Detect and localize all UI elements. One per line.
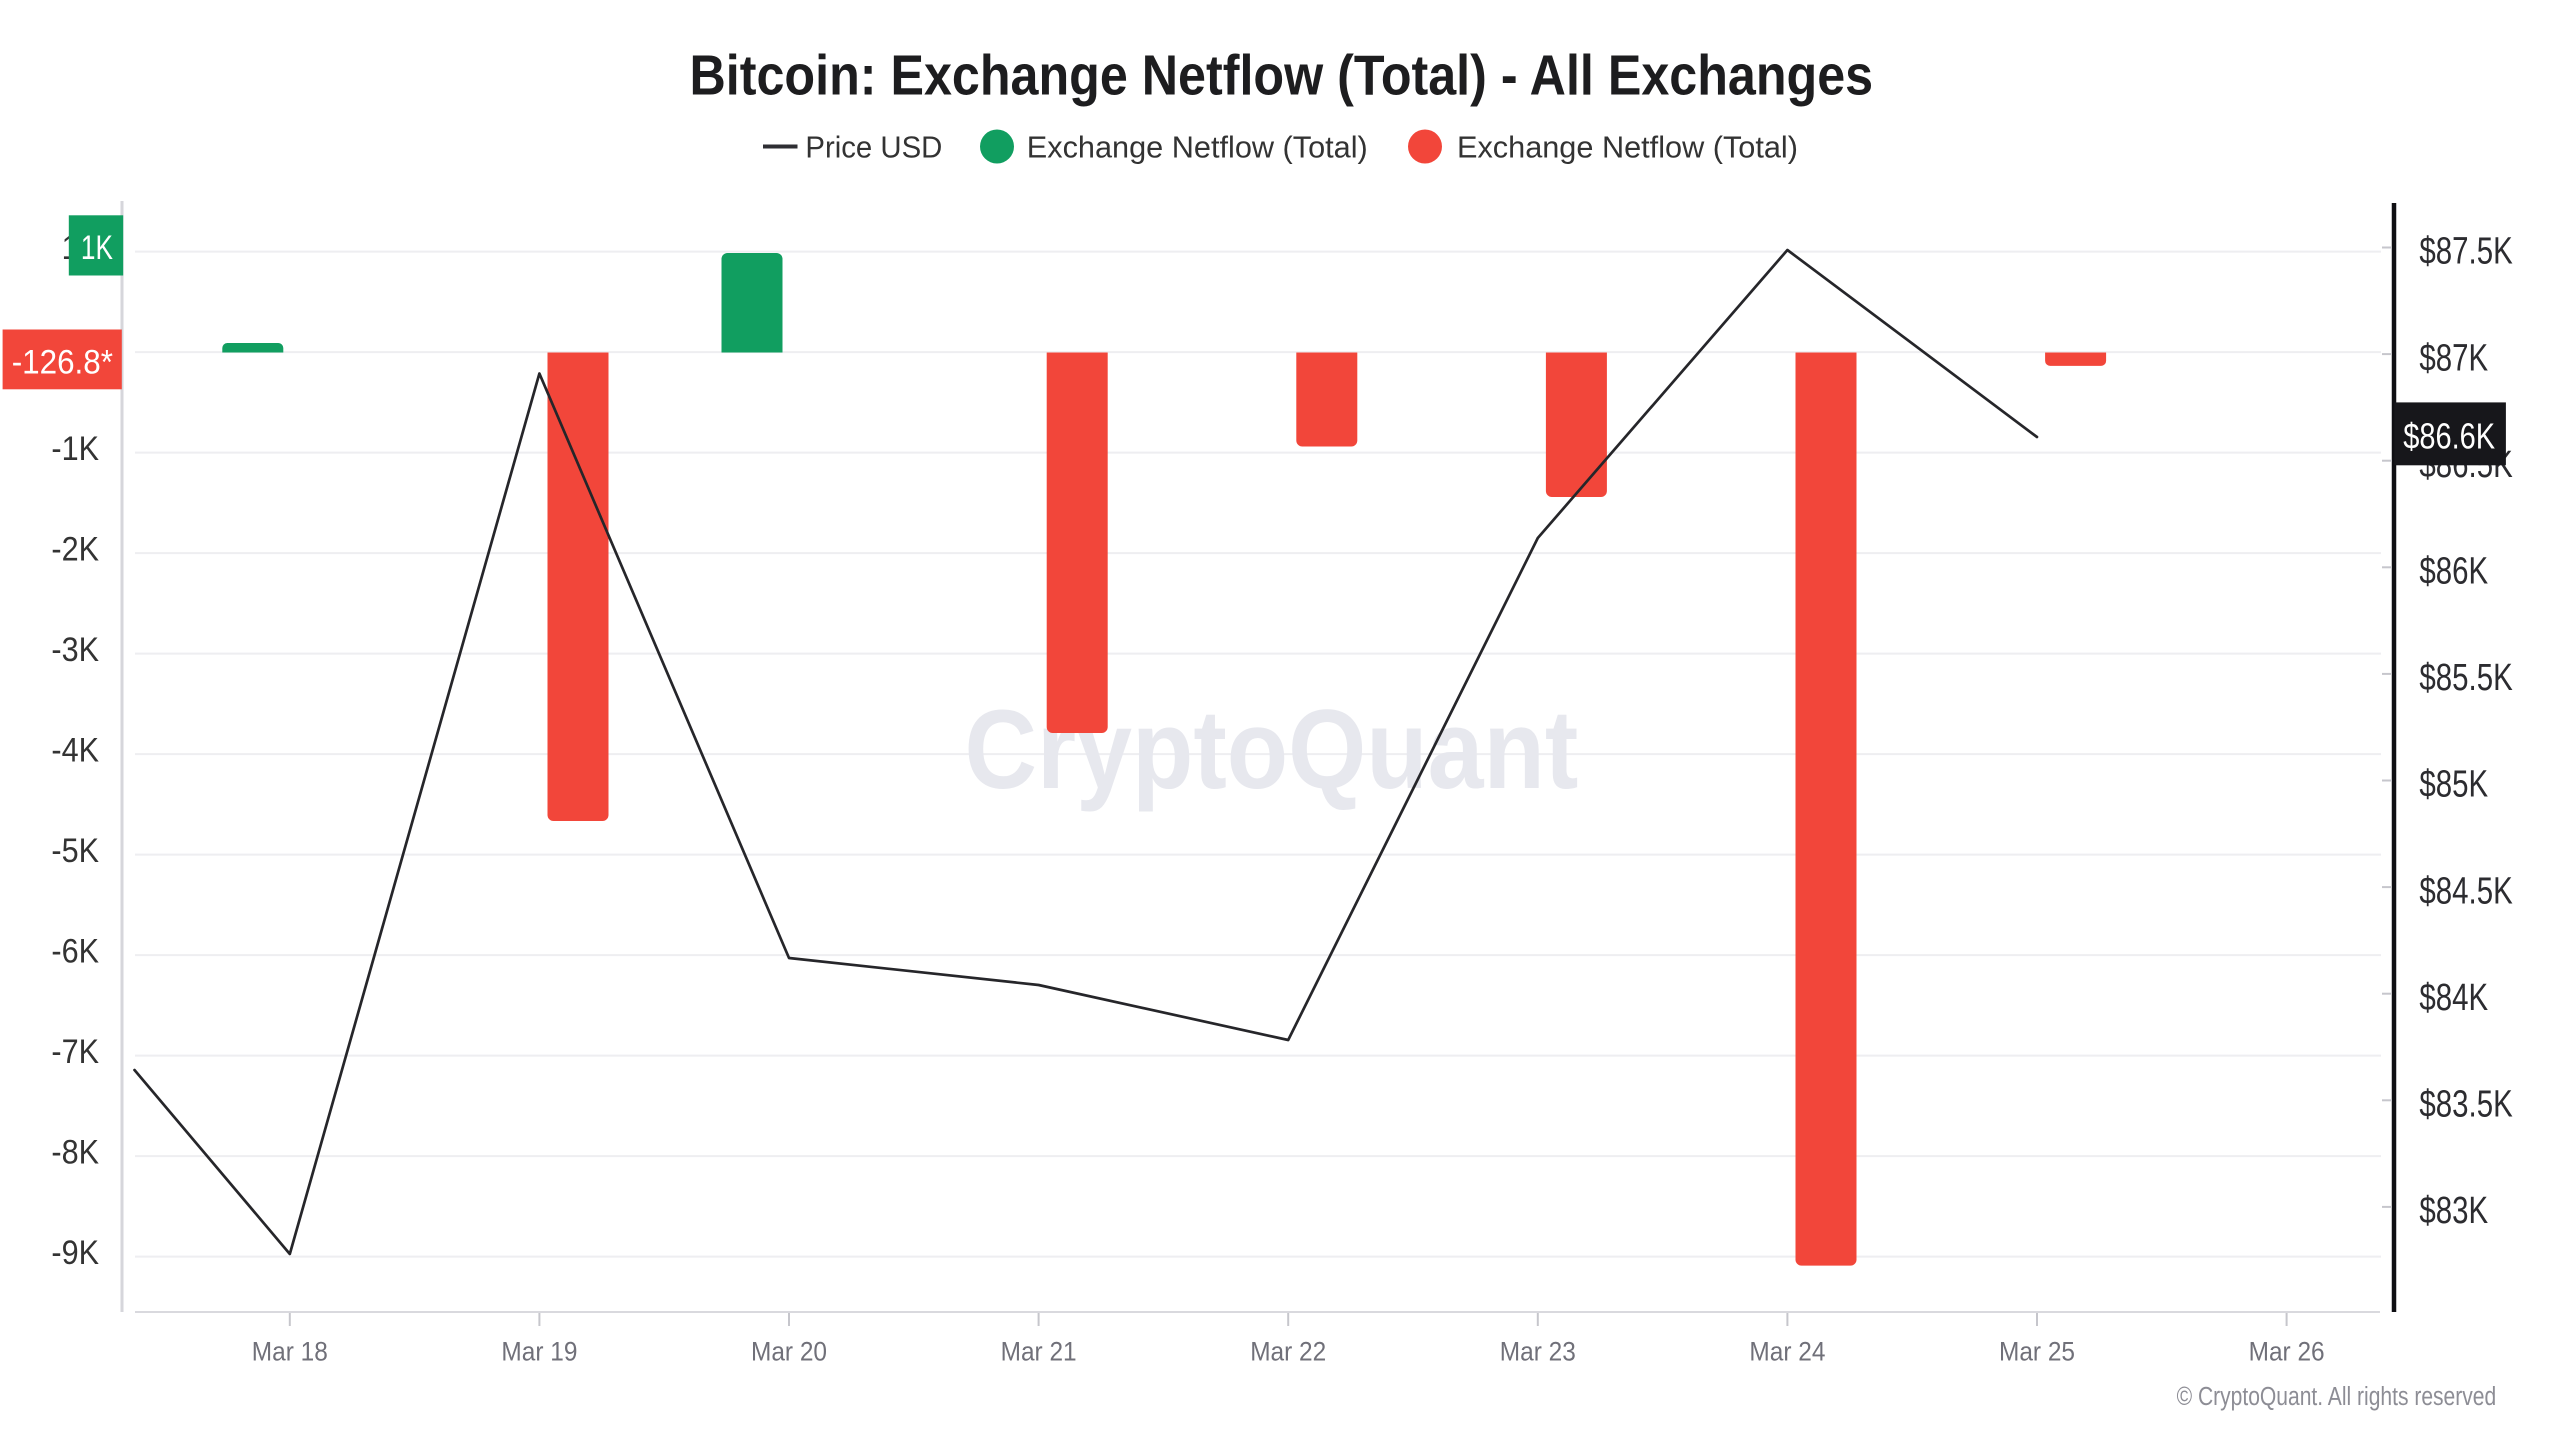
svg-text:-7K: -7K xyxy=(51,1032,99,1070)
svg-text:Mar 21: Mar 21 xyxy=(1001,1337,1077,1366)
svg-text:Mar 20: Mar 20 xyxy=(751,1337,827,1366)
svg-text:-3K: -3K xyxy=(51,630,99,668)
svg-text:1K: 1K xyxy=(81,230,113,267)
svg-text:-5K: -5K xyxy=(51,831,99,869)
svg-text:Mar 23: Mar 23 xyxy=(1500,1337,1576,1366)
svg-text:Mar 19: Mar 19 xyxy=(501,1337,577,1366)
svg-text:-9K: -9K xyxy=(51,1233,99,1271)
svg-text:-4K: -4K xyxy=(51,731,99,769)
svg-text:-126.8*: -126.8* xyxy=(12,342,114,380)
svg-text:$83.5K: $83.5K xyxy=(2419,1083,2513,1125)
svg-text:$84K: $84K xyxy=(2419,976,2488,1018)
svg-text:Exchange Netflow (Total): Exchange Netflow (Total) xyxy=(1457,130,1798,165)
svg-text:$83K: $83K xyxy=(2419,1190,2488,1232)
svg-text:Mar 18: Mar 18 xyxy=(252,1337,328,1366)
svg-text:Mar 25: Mar 25 xyxy=(1999,1337,2075,1366)
svg-text:Exchange Netflow (Total): Exchange Netflow (Total) xyxy=(1027,130,1368,165)
svg-text:$86K: $86K xyxy=(2419,550,2488,592)
svg-text:$84.5K: $84.5K xyxy=(2419,870,2513,912)
svg-text:Price USD: Price USD xyxy=(805,131,942,165)
svg-text:-8K: -8K xyxy=(51,1133,99,1171)
svg-text:$87.5K: $87.5K xyxy=(2419,230,2513,272)
svg-text:Mar 26: Mar 26 xyxy=(2249,1337,2325,1366)
svg-text:Mar 24: Mar 24 xyxy=(1749,1337,1825,1366)
svg-text:Mar 22: Mar 22 xyxy=(1250,1337,1326,1366)
svg-text:Bitcoin: Exchange Netflow (Tot: Bitcoin: Exchange Netflow (Total) - All … xyxy=(690,43,1874,107)
svg-text:-2K: -2K xyxy=(51,530,99,568)
svg-text:$86.6K: $86.6K xyxy=(2403,415,2495,456)
svg-text:$87K: $87K xyxy=(2419,337,2488,379)
svg-text:-1K: -1K xyxy=(51,429,99,467)
svg-text:© CryptoQuant. All rights rese: © CryptoQuant. All rights reserved xyxy=(2177,1383,2497,1412)
svg-text:$85.5K: $85.5K xyxy=(2419,657,2513,699)
svg-text:$85K: $85K xyxy=(2419,763,2488,805)
svg-text:-6K: -6K xyxy=(51,932,99,970)
